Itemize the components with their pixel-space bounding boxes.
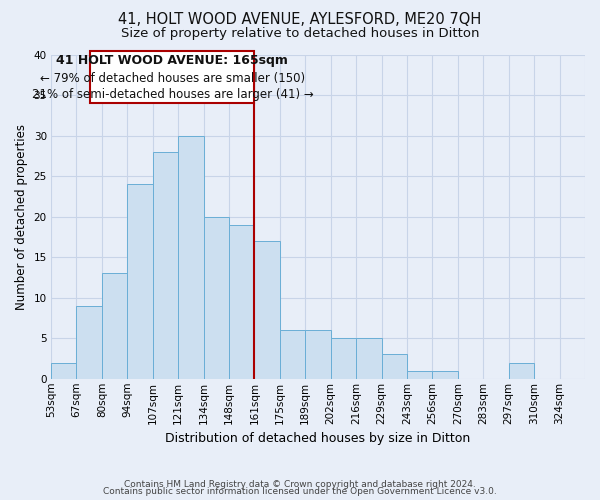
FancyBboxPatch shape	[91, 51, 254, 104]
Bar	[229, 225, 254, 379]
Bar	[152, 152, 178, 379]
Bar	[382, 354, 407, 379]
Text: Contains public sector information licensed under the Open Government Licence v3: Contains public sector information licen…	[103, 488, 497, 496]
Text: Contains HM Land Registry data © Crown copyright and database right 2024.: Contains HM Land Registry data © Crown c…	[124, 480, 476, 489]
Bar	[203, 217, 229, 379]
Bar	[509, 362, 534, 379]
Text: 41 HOLT WOOD AVENUE: 165sqm: 41 HOLT WOOD AVENUE: 165sqm	[56, 54, 289, 67]
Text: ← 79% of detached houses are smaller (150): ← 79% of detached houses are smaller (15…	[40, 72, 305, 85]
Bar	[356, 338, 382, 379]
Text: 41, HOLT WOOD AVENUE, AYLESFORD, ME20 7QH: 41, HOLT WOOD AVENUE, AYLESFORD, ME20 7Q…	[118, 12, 482, 28]
Bar	[280, 330, 305, 379]
Text: 21% of semi-detached houses are larger (41) →: 21% of semi-detached houses are larger (…	[32, 88, 313, 101]
Bar	[51, 362, 76, 379]
Bar	[407, 370, 433, 379]
Bar	[102, 274, 127, 379]
Bar	[331, 338, 356, 379]
Bar	[305, 330, 331, 379]
Bar	[433, 370, 458, 379]
Bar	[76, 306, 102, 379]
Y-axis label: Number of detached properties: Number of detached properties	[15, 124, 28, 310]
Bar	[127, 184, 152, 379]
Bar	[178, 136, 203, 379]
Bar	[254, 241, 280, 379]
X-axis label: Distribution of detached houses by size in Ditton: Distribution of detached houses by size …	[166, 432, 470, 445]
Text: Size of property relative to detached houses in Ditton: Size of property relative to detached ho…	[121, 28, 479, 40]
